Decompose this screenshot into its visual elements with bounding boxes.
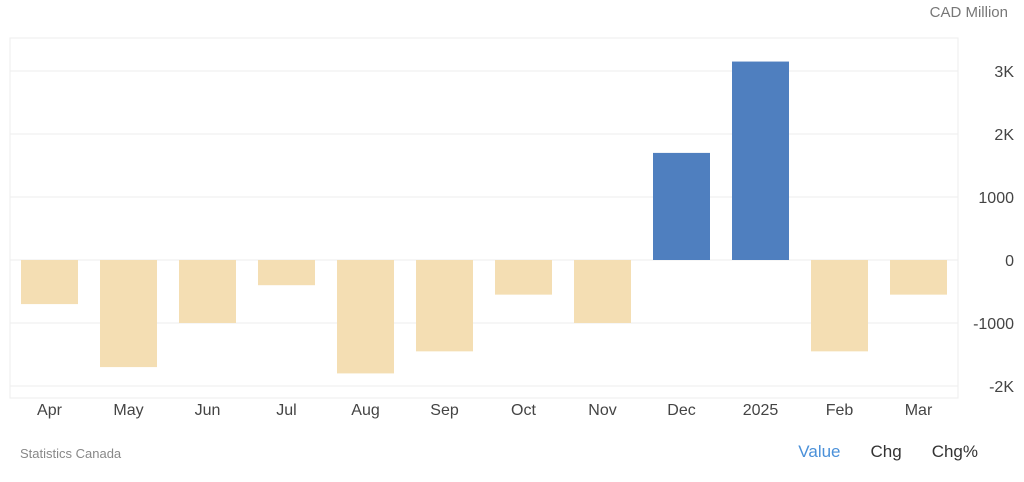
- bar-sep[interactable]: [416, 260, 473, 352]
- x-tick-label: Jul: [276, 402, 296, 419]
- x-tick-label: Apr: [37, 402, 63, 419]
- y-tick-label: 2K: [994, 127, 1014, 144]
- bar-jun[interactable]: [179, 260, 236, 323]
- y-tick-label: 1000: [978, 190, 1014, 207]
- y-axis-labels: 3K 2K 1000 0 -1000 -2K: [973, 64, 1014, 396]
- bar-apr[interactable]: [21, 260, 78, 305]
- view-toggle-group: Value Chg Chg%: [798, 442, 978, 462]
- x-tick-label: 2025: [743, 402, 779, 419]
- y-tick-label: 3K: [994, 64, 1014, 81]
- y-tick-label: -1000: [973, 316, 1014, 333]
- bars-group: [21, 61, 947, 374]
- x-tick-label: Dec: [667, 402, 695, 419]
- x-tick-label: Sep: [430, 402, 459, 419]
- toggle-chg[interactable]: Chg: [870, 442, 902, 461]
- x-axis-labels: Apr May Jun Jul Aug Sep Oct Nov Dec 2025 Feb Mar: [37, 402, 933, 419]
- x-tick-label: Nov: [588, 402, 616, 419]
- bar-aug[interactable]: [337, 260, 394, 374]
- x-tick-label: Jun: [195, 402, 221, 419]
- x-tick-label: Aug: [351, 402, 379, 419]
- x-tick-label: May: [113, 402, 143, 419]
- bar-feb[interactable]: [811, 260, 868, 352]
- plot-area-border: [9, 37, 959, 399]
- toggle-chg-pct[interactable]: Chg%: [931, 442, 978, 461]
- x-tick-label: Feb: [826, 402, 854, 419]
- bar-nov[interactable]: [574, 260, 631, 323]
- y-tick-label: 0: [1005, 253, 1014, 270]
- x-tick-label: Oct: [511, 402, 536, 419]
- source-label: Statistics Canada: [20, 446, 122, 461]
- bar-chart: Apr May Jun Jul Aug Sep Oct Nov Dec 2025 Feb Mar 3K…: [9, 37, 1014, 419]
- bar-mar[interactable]: [890, 260, 947, 295]
- bar-oct[interactable]: [495, 260, 552, 295]
- bar-2025[interactable]: [732, 61, 789, 260]
- grid-lines: [10, 70, 958, 387]
- x-tick-label: Mar: [905, 402, 933, 419]
- bar-dec[interactable]: [653, 152, 710, 260]
- bar-may[interactable]: [100, 260, 157, 368]
- toggle-value[interactable]: Value: [798, 442, 841, 461]
- unit-label: CAD Million: [929, 4, 1008, 21]
- y-tick-label: -2K: [989, 379, 1014, 396]
- bar-jul[interactable]: [258, 260, 315, 286]
